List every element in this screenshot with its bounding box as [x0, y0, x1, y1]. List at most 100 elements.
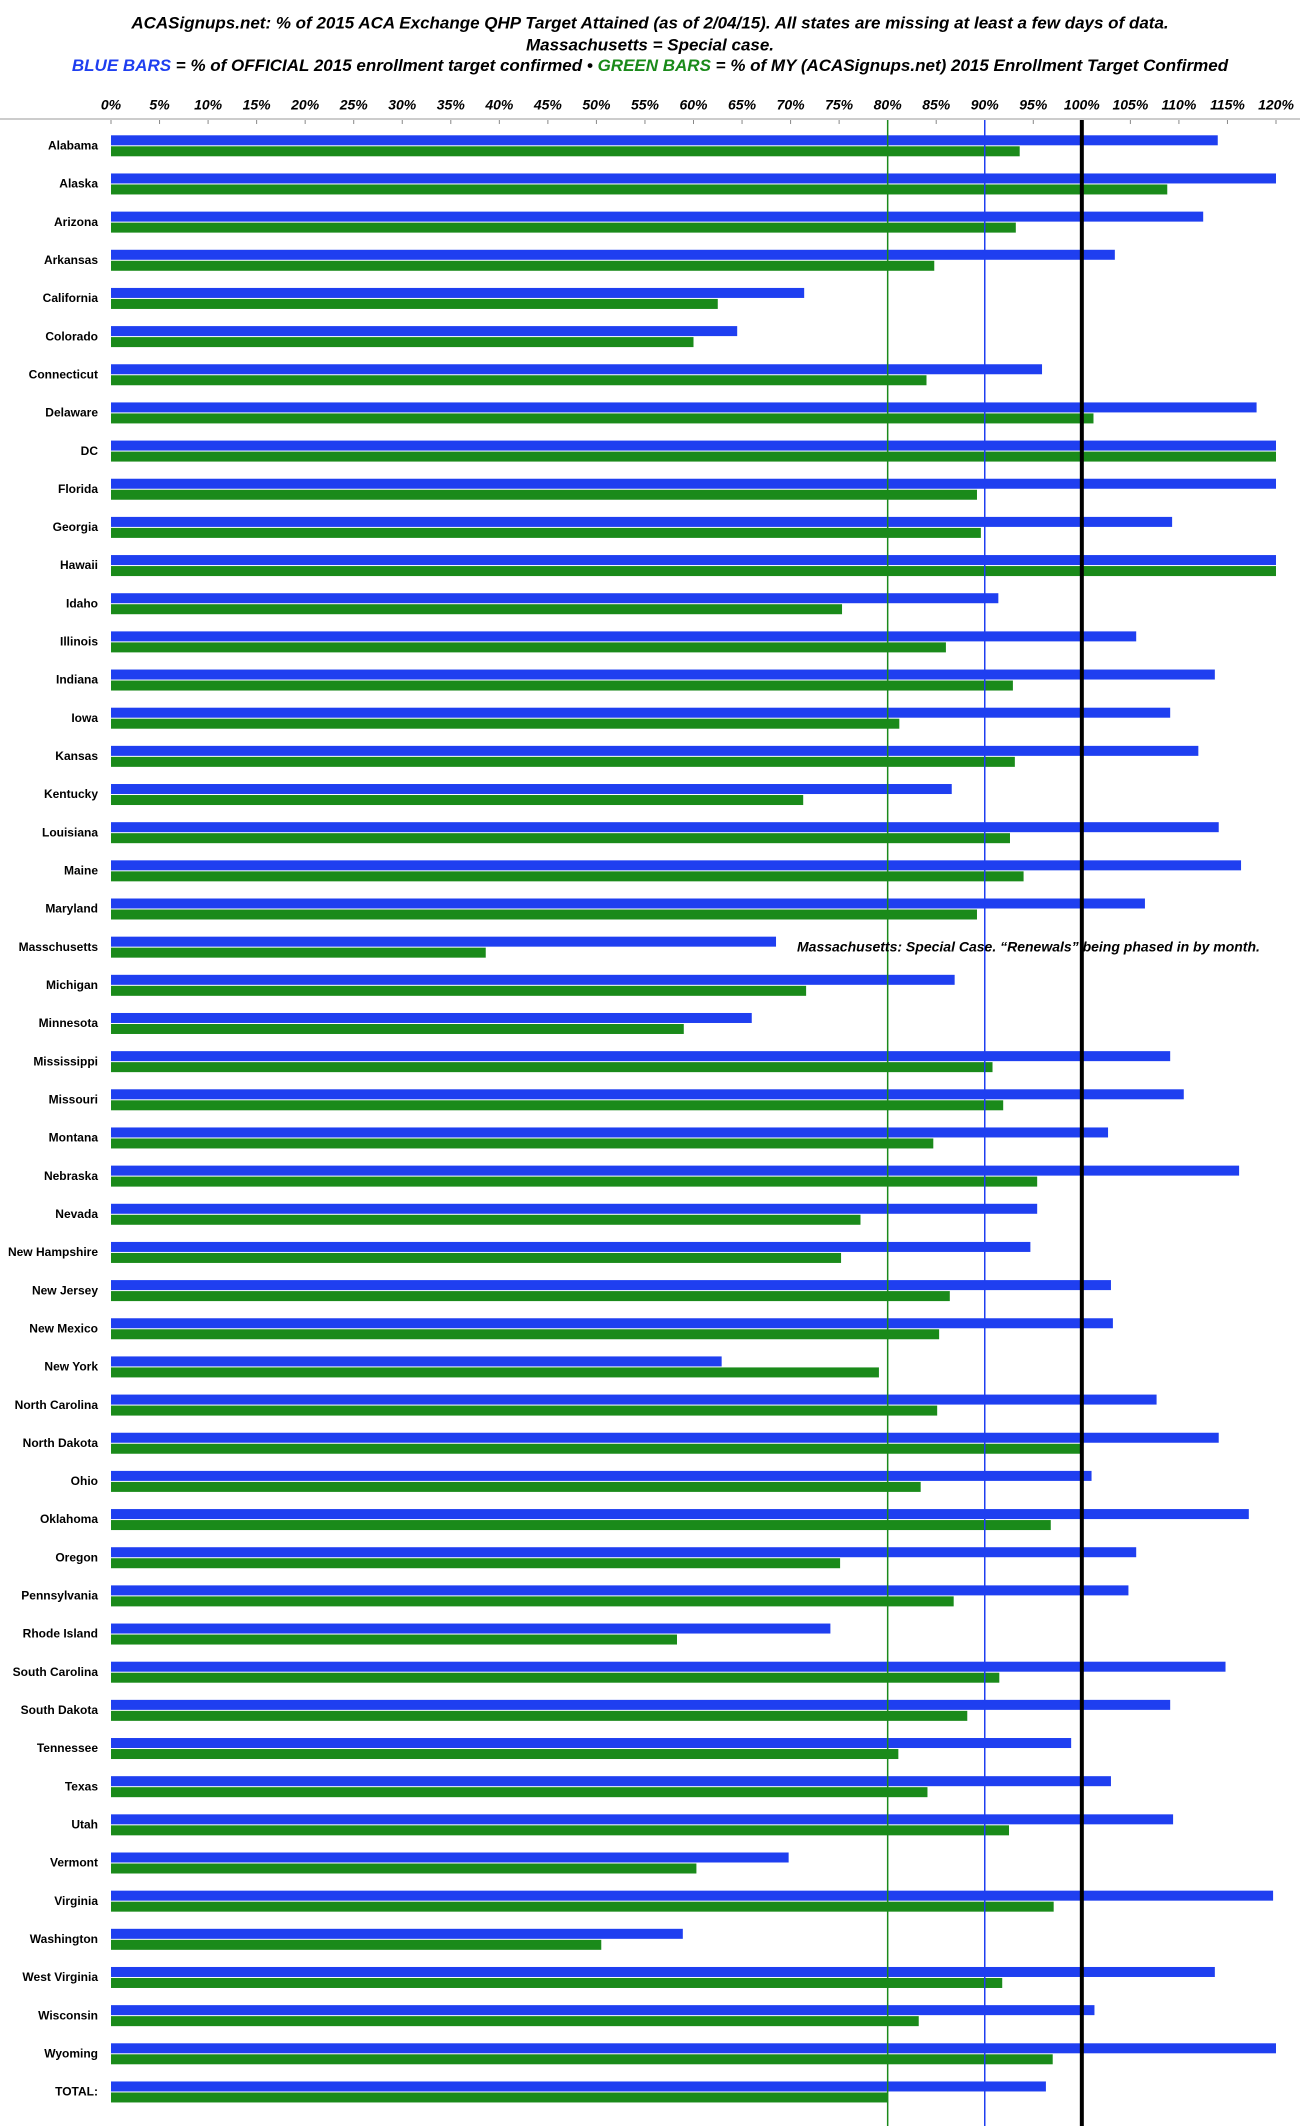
y-tick-label: Indiana — [56, 673, 98, 687]
bar — [111, 1814, 1174, 1825]
bar — [111, 604, 843, 615]
bar — [111, 2005, 1095, 2016]
y-tick-label: Missouri — [49, 1092, 98, 1106]
bar — [111, 2054, 1053, 2065]
bar — [111, 642, 946, 653]
y-tick-label: Iowa — [71, 711, 98, 725]
bar — [111, 1596, 954, 1607]
bar — [111, 1928, 683, 1939]
bar — [111, 898, 1145, 909]
bar — [111, 1443, 1081, 1454]
y-tick-label: Ohio — [71, 1474, 98, 1488]
bar — [111, 756, 1015, 767]
bar — [111, 173, 1276, 184]
bar — [111, 184, 1168, 195]
x-tick-label: 75% — [825, 97, 854, 113]
bar — [111, 1672, 1000, 1683]
bar — [111, 1329, 940, 1340]
y-tick-label: South Carolina — [13, 1665, 99, 1679]
bar — [111, 1520, 1051, 1531]
bar — [111, 2043, 1276, 2054]
bar — [111, 287, 805, 298]
bar — [111, 337, 694, 348]
y-tick-label: Alabama — [48, 138, 98, 152]
bar — [111, 1852, 789, 1863]
bar — [111, 2092, 888, 2103]
y-tick-label: New Jersey — [32, 1283, 98, 1297]
bar — [111, 1585, 1129, 1596]
y-tick-label: Maine — [64, 864, 98, 878]
bar — [111, 298, 718, 309]
legend: BLUE BARS = % of OFFICIAL 2015 enrollmen… — [72, 56, 1229, 75]
x-tick-label: 100% — [1064, 97, 1100, 113]
bar — [111, 1634, 677, 1645]
bar — [111, 1825, 1010, 1836]
y-tick-label: Minnesota — [39, 1016, 99, 1030]
bar — [111, 260, 935, 271]
x-tick-label: 20% — [290, 97, 320, 113]
bar — [111, 1241, 1031, 1252]
y-tick-label: Kentucky — [44, 787, 98, 801]
y-tick-label: Georgia — [53, 520, 99, 534]
bar — [111, 451, 1276, 462]
chart-title: ACASignups.net: % of 2015 ACA Exchange Q… — [130, 13, 1168, 32]
y-tick-label: Delaware — [45, 406, 98, 420]
bar — [111, 1203, 1038, 1214]
bar — [111, 1214, 861, 1225]
y-tick-label: Hawaii — [60, 558, 98, 572]
bar — [111, 1012, 752, 1023]
bar — [111, 527, 981, 538]
y-tick-label: Vermont — [50, 1856, 98, 1870]
y-tick-label: Rhode Island — [23, 1627, 98, 1641]
bar — [111, 631, 1137, 642]
bar — [111, 1939, 602, 1950]
y-tick-label: Utah — [71, 1818, 98, 1832]
y-tick-label: New Mexico — [29, 1321, 98, 1335]
bar — [111, 566, 1276, 577]
bar — [111, 1776, 1111, 1787]
bar — [111, 784, 952, 795]
bar — [111, 1558, 841, 1569]
bar — [111, 1138, 934, 1149]
x-tick-label: 10% — [194, 97, 223, 113]
legend-text: = % of OFFICIAL 2015 enrollment target c… — [176, 56, 583, 75]
bar — [111, 555, 1276, 566]
y-tick-label: Connecticut — [29, 367, 98, 381]
y-tick-label: New York — [44, 1360, 98, 1374]
bar — [111, 1127, 1109, 1138]
y-tick-label: West Virginia — [22, 1970, 98, 1984]
bar — [111, 833, 1010, 844]
x-tick-label: 60% — [679, 97, 708, 113]
bar — [111, 1356, 722, 1367]
bar — [111, 1318, 1113, 1329]
bar — [111, 593, 999, 604]
y-tick-label: Illinois — [60, 635, 98, 649]
bar — [111, 1367, 879, 1378]
bar — [111, 1165, 1240, 1176]
bar — [111, 707, 1171, 718]
bar — [111, 489, 977, 500]
bar — [111, 1023, 684, 1034]
y-tick-label: Alaska — [59, 177, 98, 191]
bar — [111, 326, 738, 337]
bar — [111, 1432, 1219, 1443]
x-tick-label: 50% — [582, 97, 611, 113]
bar — [111, 909, 977, 920]
bar — [111, 1749, 899, 1760]
bar — [111, 1890, 1274, 1901]
y-tick-label: North Dakota — [23, 1436, 99, 1450]
y-tick-label: Masschusetts — [19, 940, 99, 954]
bar — [111, 516, 1173, 527]
x-tick-label: 5% — [149, 97, 170, 113]
y-tick-label: Florida — [58, 482, 98, 496]
x-tick-label: 80% — [874, 97, 903, 113]
x-tick-label: 90% — [971, 97, 1000, 113]
y-tick-label: Mississippi — [33, 1054, 98, 1068]
x-tick-label: 65% — [728, 97, 757, 113]
bar — [111, 211, 1204, 222]
bar — [111, 795, 804, 806]
bar — [111, 1280, 1111, 1291]
bar — [111, 2081, 1046, 2092]
bar — [111, 1977, 1003, 1988]
